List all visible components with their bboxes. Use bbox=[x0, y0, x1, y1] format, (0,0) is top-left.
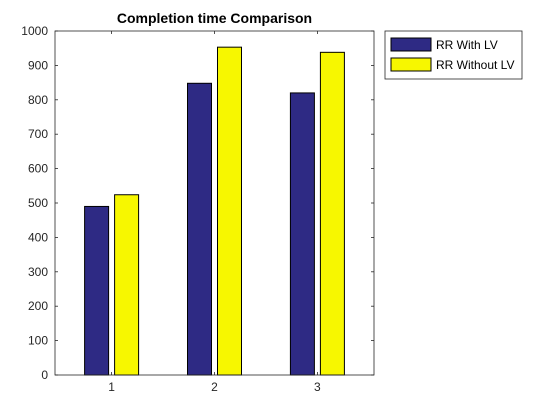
y-tick-label: 700 bbox=[28, 127, 48, 141]
y-tick-label: 800 bbox=[28, 93, 48, 107]
bar-series-1-cat-1 bbox=[84, 205, 110, 376]
y-tick-label: 200 bbox=[28, 299, 48, 313]
bar-series-2-cat-2 bbox=[217, 46, 242, 376]
chart-title: Completion time Comparison bbox=[117, 10, 312, 26]
x-tick-label: 1 bbox=[108, 380, 115, 394]
y-tick-label: 900 bbox=[28, 58, 48, 72]
bar-series-2-cat-1 bbox=[114, 194, 140, 376]
legend-label-2: RR Without LV bbox=[436, 58, 514, 72]
y-tick-label: 0 bbox=[41, 368, 48, 382]
y-tick-label: 100 bbox=[28, 334, 48, 348]
x-tick-label: 2 bbox=[211, 380, 218, 394]
bar-series-1-cat-2 bbox=[187, 82, 212, 376]
legend-label-1: RR With LV bbox=[436, 38, 498, 52]
legend-swatch-2 bbox=[390, 57, 432, 72]
axes-group: 0 100 200 300 400 500 600 700 800 900 1000 1 2 3 bbox=[21, 24, 375, 394]
bar-series-1-cat-3 bbox=[289, 92, 315, 376]
bars-group bbox=[84, 46, 345, 376]
y-tick-label: 400 bbox=[28, 230, 48, 244]
y-tick-label: 300 bbox=[28, 265, 48, 279]
bar-series-2-cat-3 bbox=[319, 51, 345, 376]
y-tick-label: 500 bbox=[28, 196, 48, 210]
legend: RR With LV RR Without LV bbox=[384, 30, 523, 80]
y-tick-label: 1000 bbox=[21, 24, 48, 38]
x-tick-label: 3 bbox=[314, 380, 321, 394]
y-tick-label: 600 bbox=[28, 162, 48, 176]
legend-swatch-1 bbox=[390, 37, 432, 52]
